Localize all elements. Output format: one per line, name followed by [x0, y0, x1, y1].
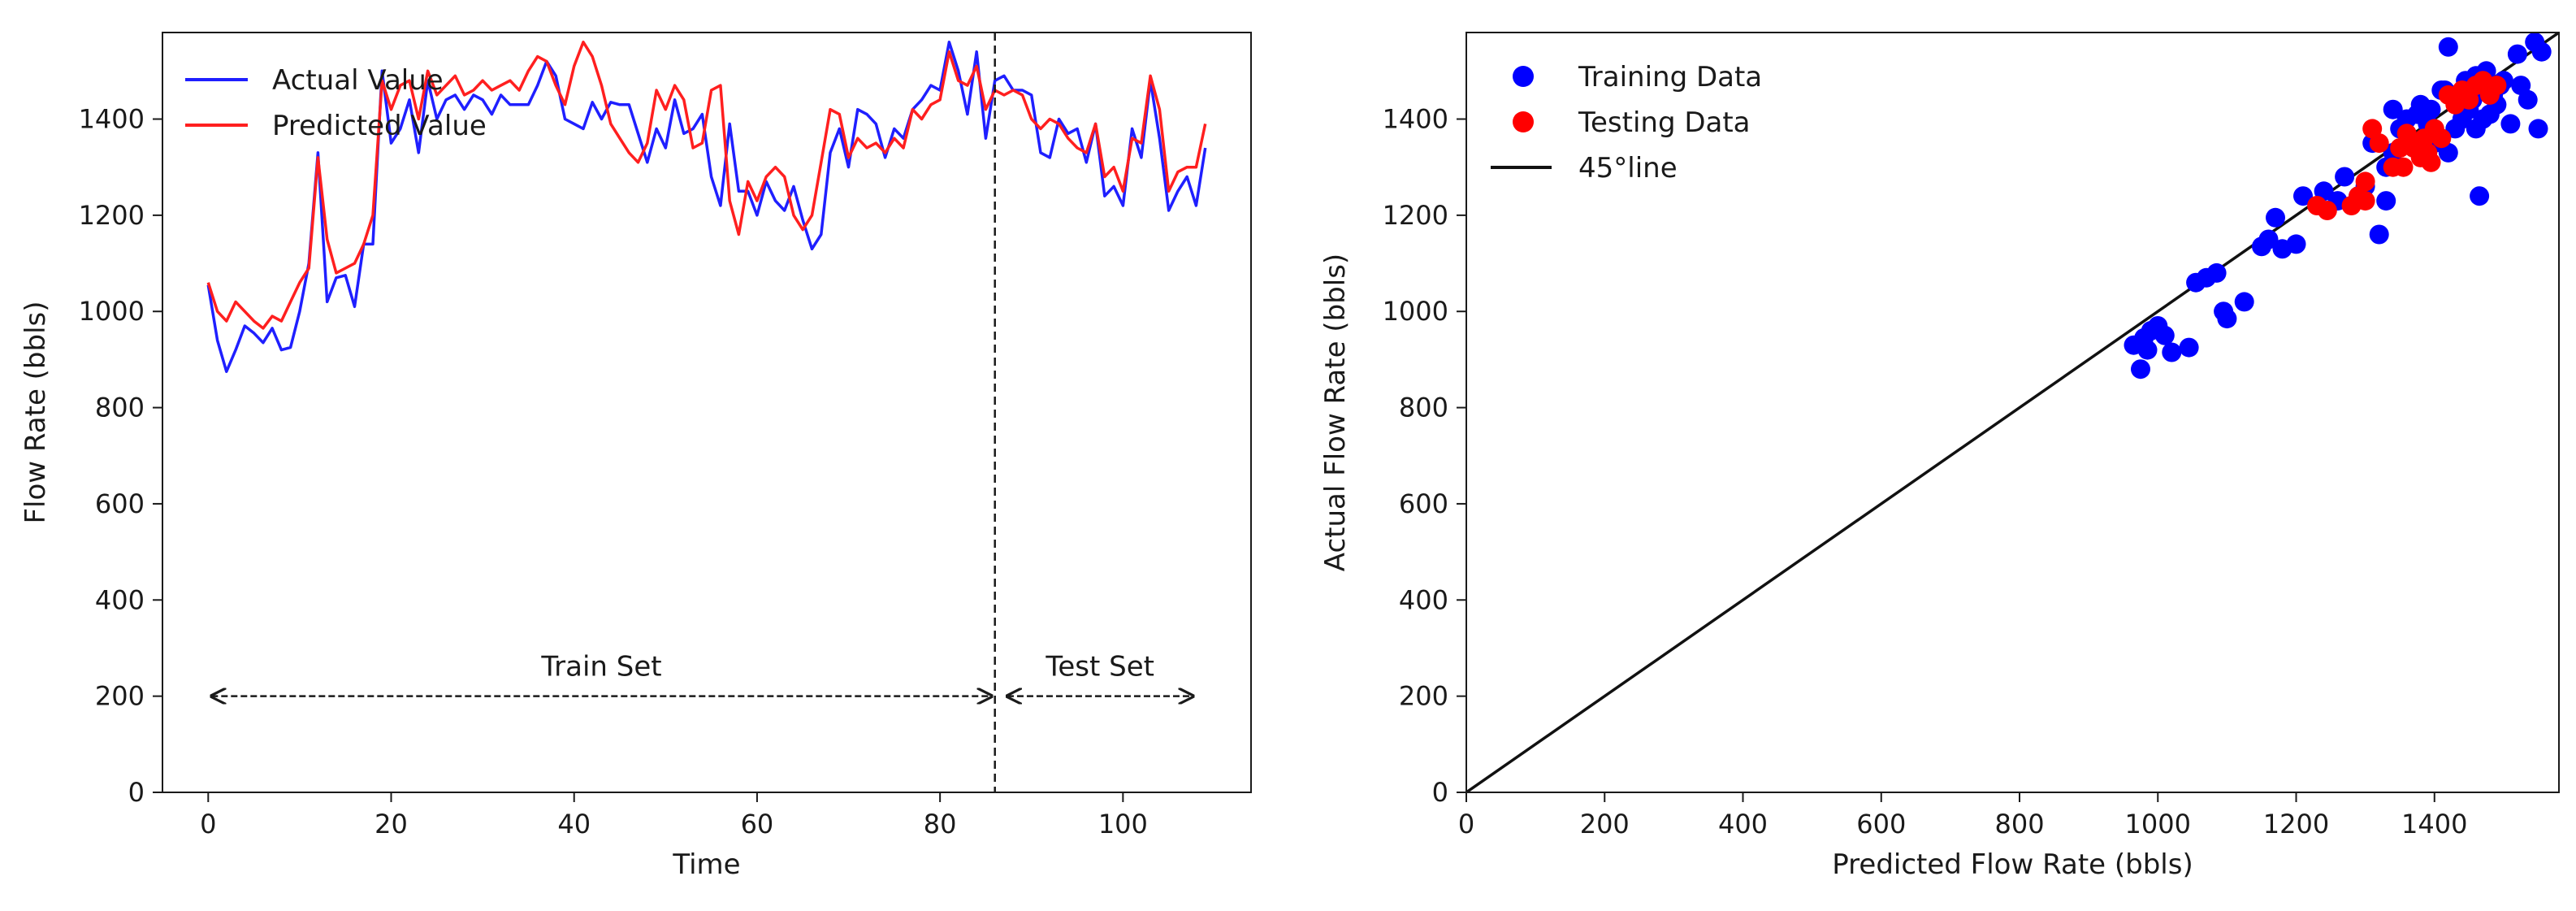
training-data-point: [2369, 224, 2389, 245]
x-axis-label: Predicted Flow Rate (bbls): [1832, 848, 2193, 881]
training-data-point: [2258, 229, 2279, 249]
y-tick-label: 600: [1399, 488, 1448, 519]
y-tick-label: 200: [1399, 681, 1448, 712]
forty-five-degree-line: [1466, 33, 2559, 792]
x-tick-label: 100: [1098, 809, 1148, 839]
training-data-point: [2500, 114, 2521, 134]
testing-data-point: [2355, 171, 2375, 192]
x-tick-label: 1200: [2263, 809, 2329, 839]
y-tick-label: 0: [1432, 777, 1448, 808]
x-tick-label: 1000: [2125, 809, 2191, 839]
y-tick-label: 400: [1399, 584, 1448, 615]
y-tick-label: 1200: [79, 200, 145, 231]
training-data-point: [2154, 325, 2175, 345]
plot-area: [206, 41, 1207, 373]
training-data-point: [2518, 89, 2538, 110]
test-set-label: Test Set: [1045, 651, 1154, 683]
x-tick-label: 800: [1994, 809, 2044, 839]
training-data-point: [2179, 337, 2199, 358]
testing-data-point: [2317, 201, 2337, 220]
training-data-point: [2335, 167, 2355, 187]
legend-left: Actual Value Predicted Value: [185, 64, 487, 142]
x-tick-label: 600: [1856, 809, 1906, 839]
training-data-point: [2438, 37, 2458, 57]
legend-entry: Training Data: [1578, 61, 1762, 93]
training-data-point: [2376, 191, 2396, 211]
testing-data-point: [2421, 152, 2441, 172]
testing-data-point: [2487, 76, 2507, 96]
parity-scatter-chart: 0 200 400 600 800 1000 1200 1400 0 200 400 600 800 10…: [1319, 32, 2560, 881]
testing-data-point: [2393, 157, 2414, 177]
training-data-point: [2507, 44, 2527, 64]
x-tick-label: 0: [200, 809, 216, 839]
legend-entry: Testing Data: [1578, 106, 1751, 139]
y-axis-label: Actual Flow Rate (bbls): [1319, 254, 1352, 571]
legend-swatch: [1513, 111, 1534, 132]
train-set-label: Train Set: [540, 651, 661, 683]
legend-entry: 45°line: [1578, 152, 1678, 184]
training-data-point: [2286, 234, 2306, 254]
training-data-point: [2137, 340, 2158, 360]
testing-data-point: [2431, 128, 2452, 149]
legend-swatch: [1513, 66, 1534, 87]
training-data-point: [2131, 359, 2150, 380]
training-data-point: [2470, 186, 2490, 206]
y-tick-label: 1000: [79, 296, 145, 327]
y-tick-label: 1000: [1383, 296, 1448, 327]
plot-area: [1466, 33, 2559, 792]
y-tick-label: 600: [95, 488, 145, 519]
y-tick-label: 1400: [1383, 104, 1448, 135]
y-tick-label: 0: [128, 777, 145, 808]
y-tick-label: 400: [95, 584, 145, 615]
training-data-point: [2234, 292, 2254, 312]
training-data-point: [2266, 207, 2285, 228]
x-tick-label: 0: [1458, 809, 1474, 839]
x-tick-label: 200: [1580, 809, 1630, 839]
x-tick-label: 60: [741, 809, 774, 839]
x-tick-label: 20: [374, 809, 408, 839]
training-data-point: [2217, 309, 2237, 329]
predicted-value-line: [206, 41, 1207, 330]
training-data-point: [2293, 186, 2313, 206]
legend-entry: Actual Value: [272, 64, 444, 97]
training-data-point: [2421, 99, 2441, 119]
training-data-point: [2531, 41, 2552, 62]
training-data-point: [2473, 109, 2493, 129]
x-tick-label: 80: [924, 809, 957, 839]
testing-data-point: [2355, 191, 2375, 211]
x-tick-label: 1400: [2401, 809, 2467, 839]
training-data-point: [2383, 99, 2403, 119]
plot-frame: [1466, 32, 2560, 793]
y-tick-label: 1200: [1383, 200, 1448, 231]
y-tick-label: 800: [1399, 393, 1448, 423]
training-data-point: [2206, 262, 2227, 283]
plot-frame: [162, 32, 1252, 793]
training-data-point: [2162, 342, 2182, 362]
y-tick-label: 200: [95, 681, 145, 712]
actual-value-line: [206, 41, 1207, 373]
y-tick-label: 1400: [79, 104, 145, 135]
x-tick-label: 400: [1718, 809, 1768, 839]
x-tick-label: 40: [557, 809, 591, 839]
testing-data-point: [2369, 133, 2389, 154]
legend-right: Training Data Testing Data 45°line: [1491, 61, 1762, 184]
training-data-point: [2528, 119, 2548, 139]
y-tick-label: 800: [95, 393, 145, 423]
x-axis-label: Time: [672, 848, 740, 881]
y-axis-label: Flow Rate (bbls): [19, 301, 52, 523]
legend-entry: Predicted Value: [272, 110, 487, 142]
